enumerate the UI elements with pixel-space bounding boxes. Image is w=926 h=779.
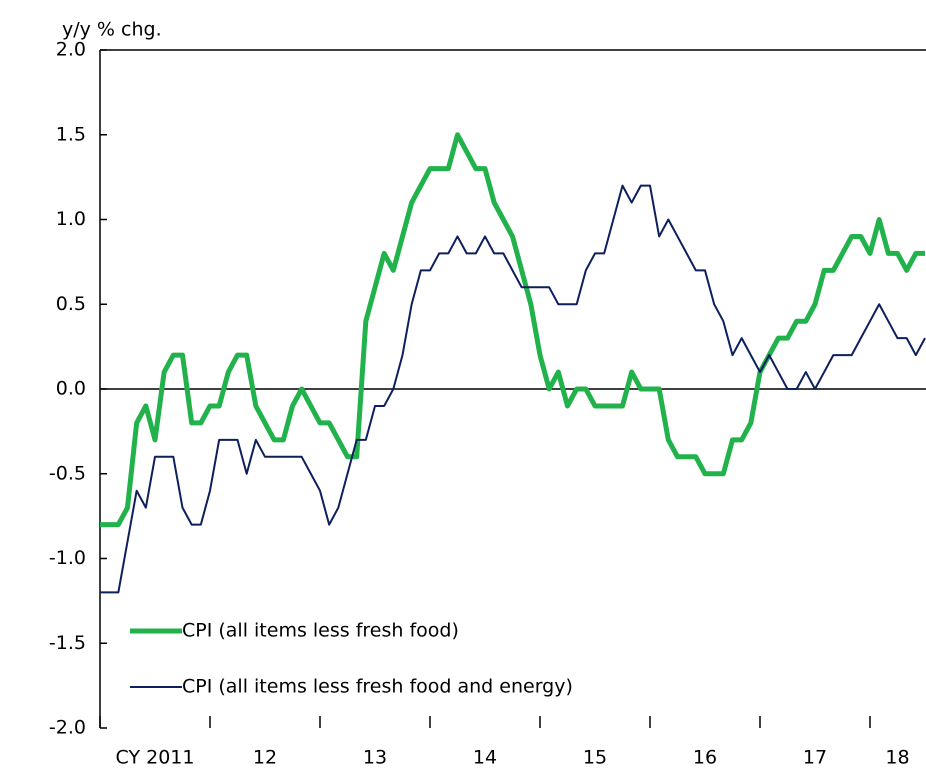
y-tick-label: 1.0 [56,208,86,230]
y-tick-label: 0.5 [56,293,86,315]
y-tick-label: -2.0 [49,717,86,739]
series-line [100,184,926,594]
y-tick-label: -1.0 [49,547,86,569]
x-tick-label: CY 2011 [116,747,195,769]
series-line [100,132,925,528]
x-tick-label: 17 [803,747,827,769]
y-tick-label: 1.5 [56,123,86,145]
y-tick-label: 0.0 [56,378,86,400]
x-tick-label: 16 [693,747,717,769]
y-tick-label: 2.0 [56,39,86,61]
y-tick-label: -0.5 [49,462,86,484]
x-tick-label: 15 [583,747,607,769]
y-axis-label: y/y % chg. [62,19,162,41]
y-tick-label: -1.5 [49,632,86,654]
legend-label: CPI (all items less fresh food) [182,620,459,642]
x-tick-label: 12 [253,747,277,769]
legend-label: CPI (all items less fresh food and energ… [182,676,573,698]
x-tick-label: 18 [885,747,909,769]
x-tick-label: 13 [363,747,387,769]
x-tick-label: 14 [473,747,497,769]
